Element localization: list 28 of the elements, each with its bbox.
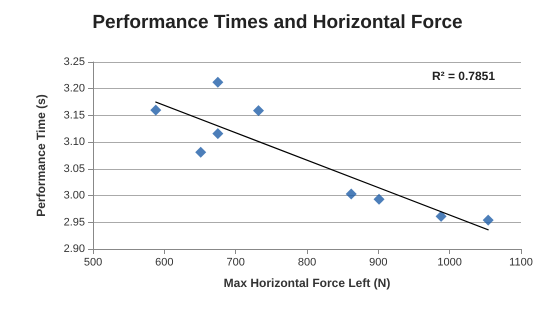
y-tick-label: 3.20 — [64, 82, 85, 95]
y-tick-label: 3.10 — [64, 136, 85, 148]
y-tick-label: 2.95 — [64, 216, 85, 228]
y-tick-label: 3.15 — [64, 109, 85, 122]
x-tick-label: 1000 — [437, 256, 462, 268]
y-tick-label: 3.05 — [64, 162, 85, 175]
y-tick-label: 3.00 — [64, 190, 85, 202]
y-tick-label: 2.90 — [64, 243, 85, 255]
x-tick-label: 900 — [369, 256, 388, 268]
x-tick-label: 500 — [84, 256, 102, 268]
chart-title: Performance Times and Horizontal Force — [92, 12, 463, 33]
point — [346, 188, 357, 200]
x-axis-title: Max Horizontal Force Left (N) — [224, 276, 390, 290]
point — [212, 128, 224, 140]
y-axis-title: Performance Time (s) — [34, 94, 48, 217]
point — [482, 214, 494, 226]
point — [150, 104, 162, 116]
x-tick-label: 800 — [298, 256, 316, 268]
x-tick-label: 700 — [226, 256, 245, 268]
x-tick-label: 1100 — [509, 256, 533, 268]
annotation: R² = 0.7851 — [432, 69, 496, 83]
point — [212, 76, 224, 88]
point — [374, 194, 385, 205]
point — [252, 105, 264, 116]
x-tick-label: 600 — [155, 256, 174, 268]
point — [195, 146, 206, 158]
y-tick-label: 3.25 — [64, 56, 85, 68]
point — [436, 210, 447, 222]
